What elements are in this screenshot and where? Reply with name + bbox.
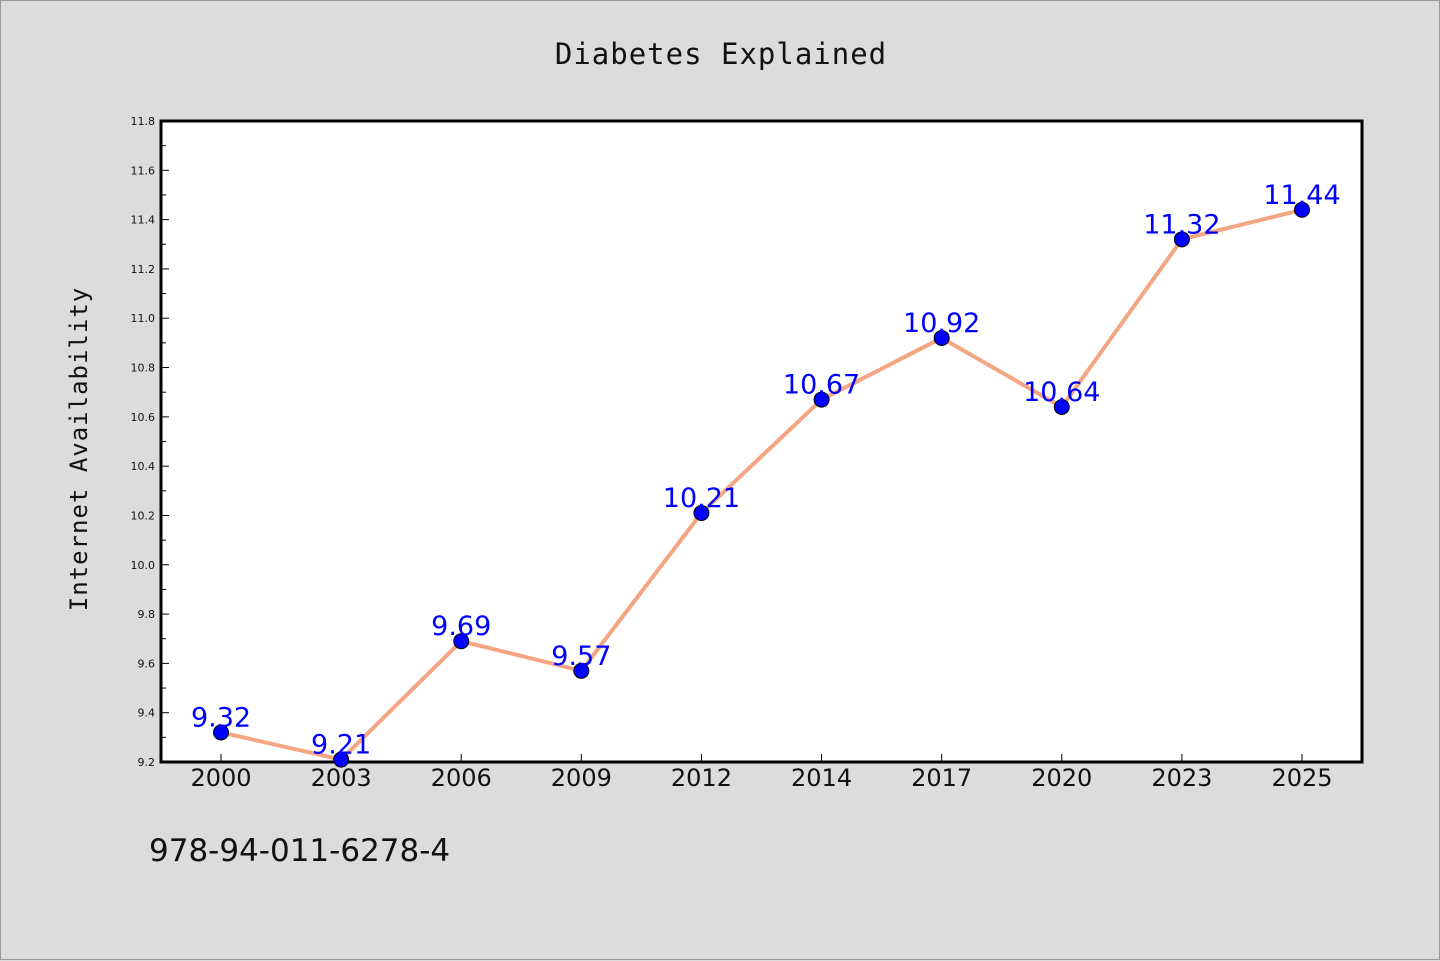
x-tick-label: 2000 bbox=[190, 764, 251, 792]
x-tick-label: 2014 bbox=[791, 764, 852, 792]
y-tick-label: 10.2 bbox=[131, 509, 156, 522]
x-tick-label: 2006 bbox=[431, 764, 492, 792]
data-label: 9.69 bbox=[431, 611, 491, 642]
x-tick-label: 2009 bbox=[551, 764, 612, 792]
data-label: 9.21 bbox=[311, 730, 371, 761]
data-label: 10.67 bbox=[783, 370, 860, 401]
x-tick-label: 2012 bbox=[671, 764, 732, 792]
data-point bbox=[813, 391, 830, 408]
y-tick-label: 11.8 bbox=[131, 115, 156, 128]
data-label: 11.32 bbox=[1143, 209, 1220, 240]
x-tick-label: 2023 bbox=[1151, 764, 1212, 792]
x-axis-ticks: 2000 2003 2006 2009 2012 2014 2017 2020 2023 2025 bbox=[190, 754, 1333, 792]
x-tick-label: 2017 bbox=[911, 764, 972, 792]
data-point bbox=[1294, 201, 1310, 218]
data-point bbox=[453, 633, 470, 650]
y-tick-label: 9.8 bbox=[138, 608, 156, 621]
series-line bbox=[219, 207, 1304, 762]
data-label: 9.32 bbox=[191, 702, 251, 733]
y-tick-label: 9.4 bbox=[138, 707, 156, 720]
y-tick-label: 9.6 bbox=[138, 657, 156, 670]
y-tick-label: 11.4 bbox=[131, 214, 156, 227]
y-tick-label: 10.8 bbox=[131, 362, 156, 375]
data-point bbox=[933, 329, 950, 346]
data-point bbox=[1053, 398, 1070, 415]
series-layer bbox=[213, 201, 1310, 768]
y-tick-label: 11.2 bbox=[131, 263, 156, 276]
data-point bbox=[693, 504, 710, 521]
plot-area bbox=[159, 119, 1364, 764]
data-label: 10.92 bbox=[903, 308, 980, 339]
y-axis-ticks: 9.2 9.4 9.6 9.8 10.0 10.2 10.4 10.6 10.8 11.0 11.2… bbox=[131, 115, 169, 769]
data-point bbox=[573, 662, 590, 679]
y-tick-label: 9.2 bbox=[138, 756, 156, 769]
data-label: 9.57 bbox=[551, 641, 611, 672]
data-point bbox=[213, 724, 229, 741]
y-tick-label: 10.4 bbox=[131, 460, 156, 473]
y-tick-label: 10.0 bbox=[131, 559, 156, 572]
y-tick-label: 10.6 bbox=[131, 411, 156, 424]
data-label: 10.64 bbox=[1023, 377, 1100, 408]
data-point bbox=[333, 751, 350, 768]
data-label: 11.44 bbox=[1263, 180, 1340, 211]
data-label: 10.21 bbox=[663, 483, 740, 514]
x-tick-label: 2020 bbox=[1031, 764, 1092, 792]
x-tick-label: 2003 bbox=[311, 764, 372, 792]
data-labels: 9.32 9.21 9.69 9.57 10.21 10.67 10.92 10.64 11.3… bbox=[191, 180, 1341, 761]
data-point bbox=[1173, 231, 1190, 248]
isbn-code: 978-94-011-6278-4 bbox=[149, 833, 451, 869]
y-tick-label: 11.6 bbox=[131, 164, 156, 177]
y-tick-label: 11.0 bbox=[131, 312, 156, 325]
y-axis-label: Internet Availability bbox=[65, 287, 93, 611]
chart-title: Diabetes Explained bbox=[555, 37, 887, 71]
x-tick-label: 2025 bbox=[1271, 764, 1332, 792]
